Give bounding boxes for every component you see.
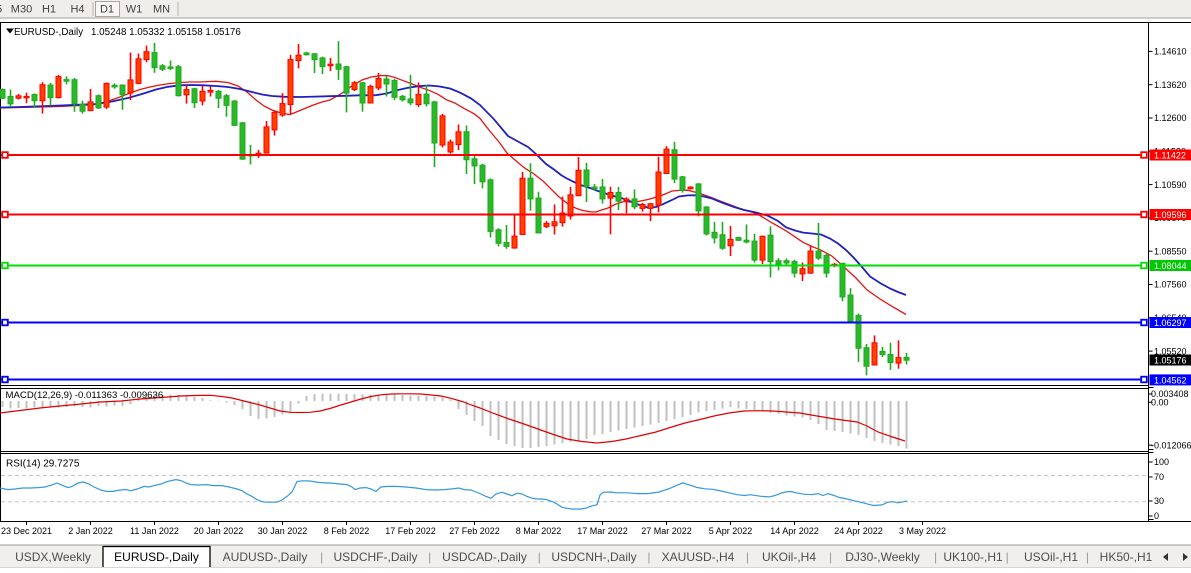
svg-text:1.13620: 1.13620 — [1154, 80, 1187, 90]
svg-text:|: | — [428, 550, 431, 564]
svg-text:27 Feb 2022: 27 Feb 2022 — [449, 526, 500, 536]
svg-text:1.11422: 1.11422 — [1154, 150, 1186, 160]
svg-text:|: | — [320, 550, 323, 564]
svg-text:5 Apr 2022: 5 Apr 2022 — [709, 526, 753, 536]
svg-text:27 Mar 2022: 27 Mar 2022 — [641, 526, 692, 536]
svg-text:DJ30-,Weekly: DJ30-,Weekly — [845, 550, 919, 564]
svg-text:70: 70 — [1154, 472, 1164, 482]
svg-text:20 Jan 2022: 20 Jan 2022 — [194, 526, 244, 536]
svg-text:100: 100 — [1154, 457, 1169, 467]
svg-text:8 Mar 2022: 8 Mar 2022 — [516, 526, 562, 536]
svg-text:|: | — [1086, 550, 1089, 564]
svg-text:14 Apr 2022: 14 Apr 2022 — [770, 526, 819, 536]
svg-text:23 Dec 2021: 23 Dec 2021 — [1, 526, 52, 536]
svg-text:1.05248 1.05332 1.05158 1.0517: 1.05248 1.05332 1.05158 1.05176 — [91, 27, 241, 38]
svg-text:M30: M30 — [11, 4, 32, 16]
svg-text:MN: MN — [153, 4, 170, 16]
svg-text:H4: H4 — [70, 4, 84, 16]
svg-text:USDCNH-,Daily: USDCNH-,Daily — [551, 550, 636, 564]
svg-text:XAUUSD-,H4: XAUUSD-,H4 — [662, 550, 735, 564]
svg-text:1.10590: 1.10590 — [1154, 180, 1187, 190]
svg-text:1.09596: 1.09596 — [1154, 210, 1187, 220]
svg-text:USDX,Weekly: USDX,Weekly — [15, 550, 91, 564]
svg-text:8 Feb 2022: 8 Feb 2022 — [324, 526, 370, 536]
svg-text:1.12600: 1.12600 — [1154, 113, 1187, 123]
svg-text:W1: W1 — [126, 4, 143, 16]
svg-text:USDCHF-,Daily: USDCHF-,Daily — [334, 550, 418, 564]
svg-text:30: 30 — [1154, 496, 1164, 506]
svg-text:-0.012066: -0.012066 — [1151, 440, 1191, 450]
svg-text:17 Feb 2022: 17 Feb 2022 — [385, 526, 436, 536]
svg-text:17 Mar 2022: 17 Mar 2022 — [577, 526, 628, 536]
svg-text:EURUSD-,Daily: EURUSD-,Daily — [114, 550, 199, 564]
svg-text:RSI(14) 29.7275: RSI(14) 29.7275 — [6, 459, 80, 470]
svg-text:5: 5 — [0, 4, 2, 16]
svg-text:30 Jan 2022: 30 Jan 2022 — [258, 526, 308, 536]
svg-text:|: | — [1006, 550, 1009, 564]
svg-text:|: | — [934, 550, 937, 564]
svg-text:0.00: 0.00 — [1151, 397, 1169, 407]
svg-text:1.08550: 1.08550 — [1154, 246, 1187, 256]
svg-text:|: | — [538, 550, 541, 564]
svg-text:|: | — [829, 550, 832, 564]
svg-text:3 May 2022: 3 May 2022 — [899, 526, 946, 536]
svg-text:UKOil-,H4: UKOil-,H4 — [762, 550, 816, 564]
svg-text:USDCAD-,Daily: USDCAD-,Daily — [442, 550, 527, 564]
svg-text:1.06297: 1.06297 — [1154, 318, 1187, 328]
svg-text:EURUSD-,Daily: EURUSD-,Daily — [14, 27, 83, 38]
svg-text:24 Apr 2022: 24 Apr 2022 — [834, 526, 883, 536]
svg-text:1.04562: 1.04562 — [1154, 375, 1187, 385]
svg-text:11 Jan 2022: 11 Jan 2022 — [130, 526, 179, 536]
svg-text:MACD(12,26,9) -0.011363 -0.009: MACD(12,26,9) -0.011363 -0.009636 — [6, 390, 164, 401]
svg-text:HK50-,H1: HK50-,H1 — [1100, 550, 1153, 564]
svg-text:1.07560: 1.07560 — [1154, 280, 1187, 290]
svg-text:UK100-,H1: UK100-,H1 — [943, 550, 1003, 564]
svg-text:|: | — [647, 550, 650, 564]
svg-text:1.14610: 1.14610 — [1154, 47, 1187, 57]
svg-text:1.08044: 1.08044 — [1154, 261, 1187, 271]
svg-text:2 Jan 2022: 2 Jan 2022 — [68, 526, 113, 536]
svg-text:|: | — [746, 550, 749, 564]
svg-text:D1: D1 — [100, 4, 114, 16]
svg-text:1.05176: 1.05176 — [1154, 355, 1187, 365]
svg-text:0: 0 — [1154, 511, 1159, 521]
svg-text:AUDUSD-,Daily: AUDUSD-,Daily — [223, 550, 308, 564]
svg-text:USOil-,H1: USOil-,H1 — [1024, 550, 1078, 564]
svg-text:H1: H1 — [42, 4, 56, 16]
